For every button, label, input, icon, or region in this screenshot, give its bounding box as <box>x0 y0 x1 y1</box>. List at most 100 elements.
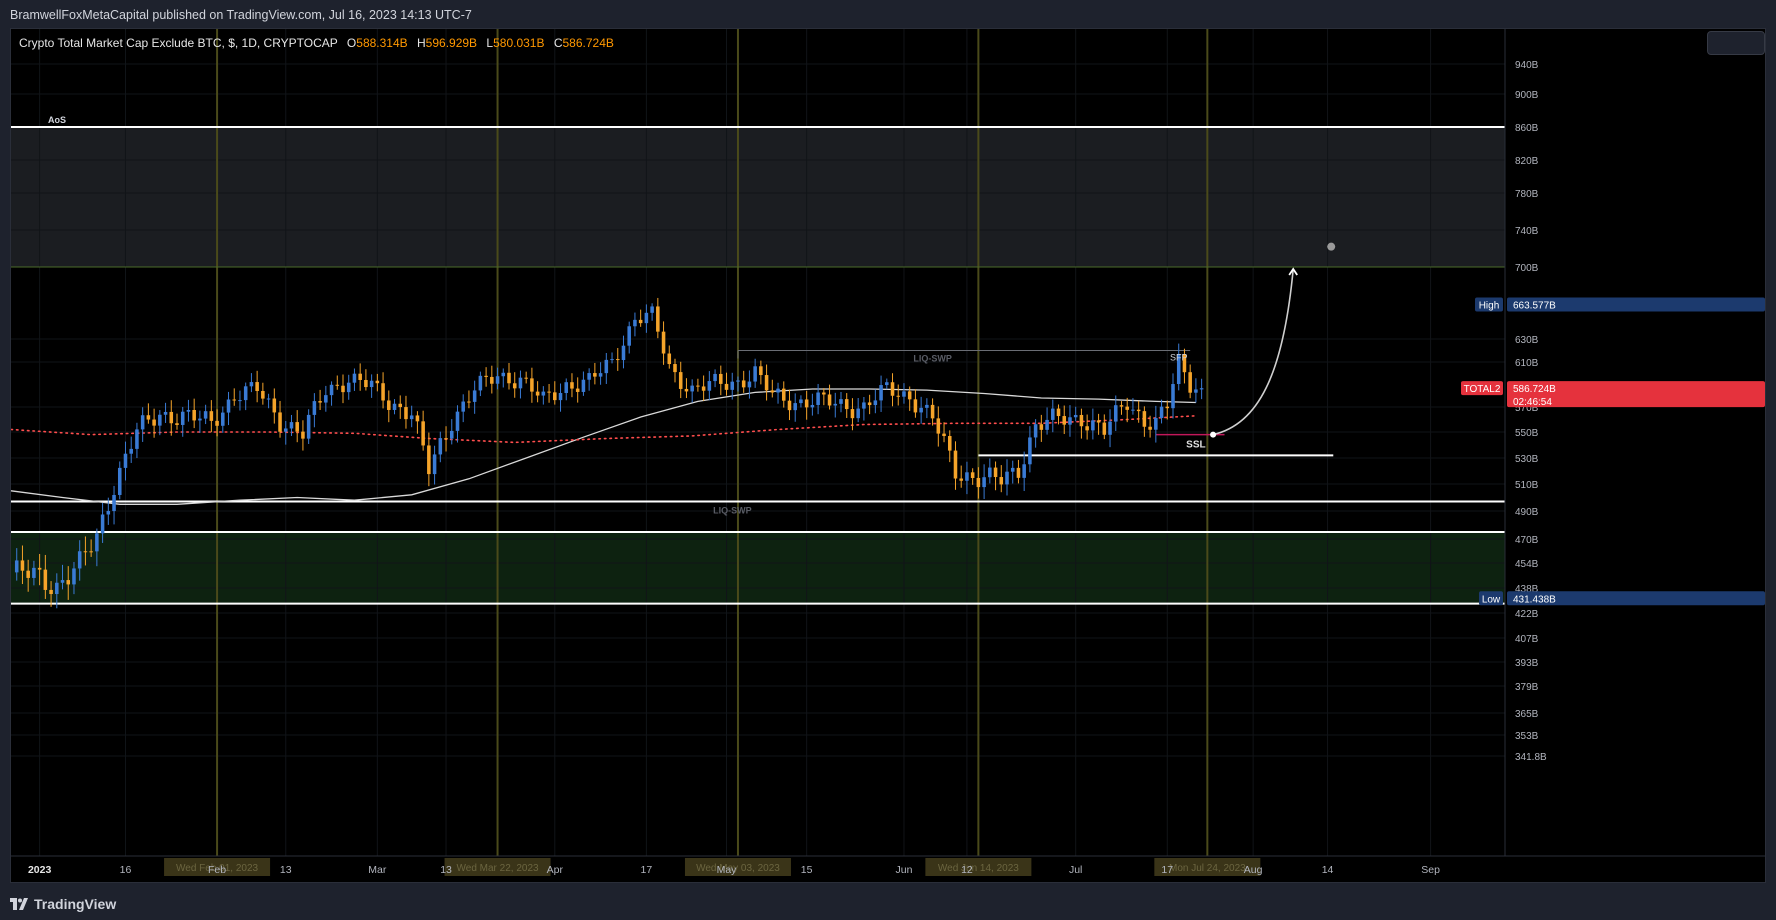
candle <box>793 393 797 422</box>
candle-body <box>770 390 775 393</box>
candle <box>169 400 174 436</box>
x-tick-label: Jun <box>895 864 912 876</box>
candle <box>839 392 843 413</box>
candle <box>37 553 42 586</box>
candle-body <box>1188 372 1192 393</box>
candle <box>32 560 36 586</box>
candle-body <box>638 319 643 324</box>
candle-body <box>787 400 792 411</box>
candle-body <box>1108 421 1112 435</box>
candle-body <box>930 404 935 419</box>
candle <box>936 406 941 447</box>
candle <box>1159 399 1164 424</box>
candle <box>724 372 729 396</box>
candle <box>781 381 786 408</box>
candle <box>261 382 265 405</box>
candle <box>587 368 591 391</box>
chart-canvas[interactable]: AoS LIQ-SWP LIQ-SWP SFP SSL 940B 900B 860B 820B 7… <box>11 29 1766 883</box>
candle <box>982 464 986 500</box>
candle <box>1136 400 1141 423</box>
candle <box>1165 400 1170 420</box>
candle-body <box>741 380 746 388</box>
candle-body <box>867 402 872 406</box>
candle-body <box>1068 417 1072 425</box>
tradingview-logo[interactable]: TradingView <box>10 896 116 912</box>
candle <box>930 398 935 426</box>
candle <box>324 385 328 412</box>
candle-body <box>953 450 958 479</box>
candle-body <box>885 382 889 386</box>
candle-body <box>1010 467 1015 472</box>
candle-body <box>232 399 237 401</box>
date-marker-label: Wed Mar 22, 2023 <box>457 863 540 874</box>
candle <box>564 378 569 401</box>
candle-body <box>432 454 437 475</box>
price-badge-tag <box>1461 381 1503 396</box>
tradingview-logo-icon <box>10 898 28 910</box>
candle-body <box>804 399 809 408</box>
candle <box>867 394 872 415</box>
candle <box>959 465 963 488</box>
candle-body <box>26 570 30 578</box>
candle <box>117 461 122 500</box>
y-tick-label: 530B <box>1515 454 1539 465</box>
candle-body <box>335 384 340 386</box>
price-axis-bg <box>1505 29 1765 882</box>
candle <box>753 358 757 388</box>
candle-body <box>398 403 403 408</box>
candle <box>816 383 820 415</box>
candle <box>993 461 998 491</box>
candle-body <box>587 373 591 380</box>
candle <box>146 403 151 424</box>
candle <box>856 398 860 423</box>
candle <box>988 458 992 484</box>
candle <box>810 393 815 416</box>
y-tick-label: 422B <box>1515 609 1539 620</box>
candle-body <box>1005 471 1009 485</box>
candle-body <box>20 560 25 571</box>
candle-body <box>1159 406 1164 418</box>
candle <box>375 373 380 392</box>
candle <box>776 382 780 404</box>
candle <box>678 361 683 399</box>
candle <box>26 559 30 592</box>
candle <box>358 363 362 391</box>
candle-body <box>243 386 248 401</box>
candle-body <box>759 366 763 376</box>
candle-body <box>186 409 191 412</box>
price-badge-total2 <box>1507 381 1765 408</box>
candle-body <box>993 467 998 478</box>
candle-body <box>415 415 420 422</box>
candle-body <box>856 408 860 419</box>
candle <box>1102 414 1107 440</box>
candle-body <box>530 378 534 392</box>
x-tick-label: 12 <box>961 864 973 876</box>
candle-body <box>438 438 443 455</box>
candle-body <box>633 319 637 327</box>
candle-body <box>404 407 408 420</box>
candle <box>289 414 294 436</box>
x-tick-label: 13 <box>440 864 452 876</box>
candle <box>449 419 454 445</box>
price-badge-tag <box>1475 297 1503 312</box>
zone-demand <box>11 532 1505 604</box>
chart-area[interactable]: AoS LIQ-SWP LIQ-SWP SFP SSL 940B 900B 860B 820B 7… <box>10 28 1766 883</box>
scale-settings-button[interactable] <box>1707 31 1765 55</box>
price-badge-value: 431.438B <box>1513 594 1556 605</box>
candle-body <box>827 394 832 406</box>
candle-body <box>72 568 76 585</box>
date-marker-label: Wed Feb 01, 2023 <box>176 863 259 874</box>
candle-body <box>169 411 174 424</box>
candle <box>472 380 477 414</box>
candle-body <box>329 384 334 396</box>
candle-body <box>467 401 471 403</box>
y-tick-label: 393B <box>1515 658 1539 669</box>
candle-body <box>1136 409 1141 412</box>
candle-body <box>627 326 631 346</box>
candle <box>249 373 254 393</box>
candle-body <box>879 385 883 401</box>
candle <box>1079 408 1084 439</box>
date-marker-label: Mon Jul 24, 2023 <box>1169 863 1246 874</box>
candle <box>1091 408 1095 440</box>
candle <box>850 398 855 431</box>
